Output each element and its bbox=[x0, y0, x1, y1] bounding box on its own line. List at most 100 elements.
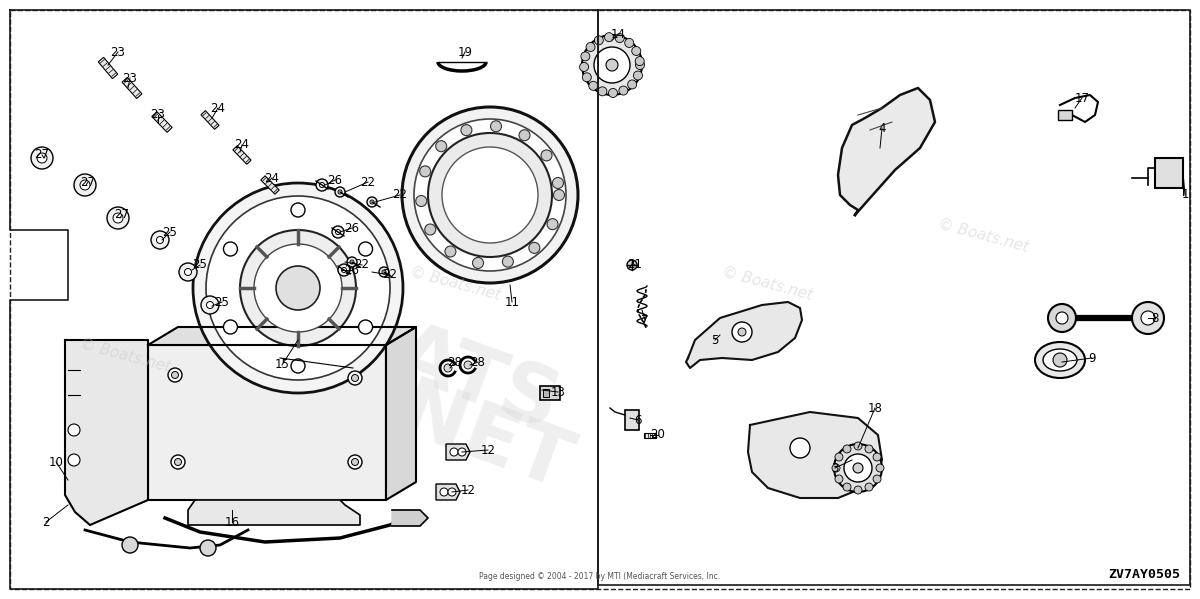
Polygon shape bbox=[838, 88, 935, 215]
Text: BOATS: BOATS bbox=[264, 274, 569, 448]
Bar bbox=[1154, 158, 1183, 188]
Text: © Boats.net: © Boats.net bbox=[78, 336, 172, 374]
Circle shape bbox=[842, 483, 851, 491]
Circle shape bbox=[865, 445, 874, 453]
Polygon shape bbox=[148, 327, 416, 345]
Polygon shape bbox=[200, 111, 220, 129]
Circle shape bbox=[370, 200, 374, 204]
Circle shape bbox=[473, 258, 484, 268]
Circle shape bbox=[854, 486, 862, 494]
Ellipse shape bbox=[1043, 349, 1078, 371]
Circle shape bbox=[350, 260, 354, 264]
Text: 23: 23 bbox=[150, 108, 166, 122]
Circle shape bbox=[619, 86, 628, 95]
Circle shape bbox=[1054, 353, 1067, 367]
Circle shape bbox=[37, 153, 47, 163]
Circle shape bbox=[832, 464, 840, 472]
Circle shape bbox=[379, 267, 389, 277]
Circle shape bbox=[616, 34, 624, 43]
Circle shape bbox=[835, 475, 842, 483]
Text: 24: 24 bbox=[210, 101, 226, 114]
Text: 27: 27 bbox=[114, 208, 130, 222]
Circle shape bbox=[1056, 312, 1068, 324]
Circle shape bbox=[625, 38, 634, 47]
Bar bbox=[148, 345, 386, 500]
Circle shape bbox=[628, 260, 637, 270]
Circle shape bbox=[448, 488, 456, 496]
Text: 22: 22 bbox=[360, 176, 376, 189]
Text: 2: 2 bbox=[42, 516, 49, 528]
Bar bbox=[625, 410, 640, 430]
Circle shape bbox=[458, 448, 466, 456]
Polygon shape bbox=[446, 444, 470, 460]
Text: 24: 24 bbox=[264, 171, 280, 184]
Circle shape bbox=[342, 268, 347, 273]
Circle shape bbox=[491, 121, 502, 132]
Bar bbox=[1058, 110, 1072, 120]
Text: .NET: .NET bbox=[360, 364, 582, 508]
Polygon shape bbox=[188, 500, 360, 525]
Circle shape bbox=[206, 196, 390, 380]
Circle shape bbox=[367, 197, 377, 207]
Text: 28: 28 bbox=[470, 355, 486, 368]
Circle shape bbox=[292, 359, 305, 373]
Circle shape bbox=[68, 424, 80, 436]
Text: Page designed © 2004 - 2017 by MTI (Mediacraft Services, Inc.: Page designed © 2004 - 2017 by MTI (Medi… bbox=[480, 572, 720, 581]
Text: 19: 19 bbox=[457, 46, 473, 59]
Text: 23: 23 bbox=[110, 46, 126, 59]
Text: 26: 26 bbox=[328, 174, 342, 186]
Circle shape bbox=[608, 89, 618, 98]
Text: 21: 21 bbox=[628, 259, 642, 271]
Text: 4: 4 bbox=[878, 122, 886, 135]
Circle shape bbox=[156, 237, 163, 244]
Text: 24: 24 bbox=[234, 138, 250, 152]
Circle shape bbox=[835, 453, 842, 461]
Text: © Boats.net: © Boats.net bbox=[936, 216, 1030, 255]
Circle shape bbox=[594, 36, 604, 45]
Circle shape bbox=[547, 219, 558, 229]
Text: 25: 25 bbox=[192, 259, 208, 271]
Text: 8: 8 bbox=[1151, 311, 1159, 325]
Circle shape bbox=[335, 187, 346, 197]
Circle shape bbox=[352, 374, 359, 382]
Text: © Boats.net: © Boats.net bbox=[408, 264, 502, 302]
Circle shape bbox=[193, 183, 403, 393]
Circle shape bbox=[179, 263, 197, 281]
Circle shape bbox=[732, 322, 752, 342]
Circle shape bbox=[292, 203, 305, 217]
Text: 26: 26 bbox=[344, 264, 360, 277]
Circle shape bbox=[276, 266, 320, 310]
Circle shape bbox=[352, 458, 359, 465]
Circle shape bbox=[338, 190, 342, 194]
Circle shape bbox=[628, 80, 637, 89]
Circle shape bbox=[336, 229, 341, 234]
Circle shape bbox=[74, 174, 96, 196]
Polygon shape bbox=[152, 111, 172, 132]
Polygon shape bbox=[686, 302, 802, 368]
Circle shape bbox=[876, 464, 884, 472]
Circle shape bbox=[202, 296, 220, 314]
Circle shape bbox=[853, 463, 863, 473]
Circle shape bbox=[461, 125, 472, 135]
Circle shape bbox=[854, 442, 862, 450]
Circle shape bbox=[636, 60, 644, 69]
Circle shape bbox=[415, 195, 427, 207]
Ellipse shape bbox=[1034, 342, 1085, 378]
Circle shape bbox=[122, 537, 138, 553]
Text: 11: 11 bbox=[504, 295, 520, 308]
Polygon shape bbox=[392, 510, 428, 526]
Circle shape bbox=[598, 87, 607, 96]
Circle shape bbox=[865, 483, 874, 491]
Circle shape bbox=[606, 59, 618, 71]
Text: 22: 22 bbox=[392, 189, 408, 201]
Circle shape bbox=[359, 242, 372, 256]
Text: 27: 27 bbox=[80, 176, 96, 189]
Text: 22: 22 bbox=[354, 259, 370, 271]
Text: 10: 10 bbox=[48, 455, 64, 468]
Text: 25: 25 bbox=[162, 225, 178, 238]
Circle shape bbox=[240, 230, 356, 346]
Circle shape bbox=[348, 455, 362, 469]
Text: 25: 25 bbox=[215, 295, 229, 308]
Circle shape bbox=[842, 445, 851, 453]
Circle shape bbox=[464, 361, 472, 369]
